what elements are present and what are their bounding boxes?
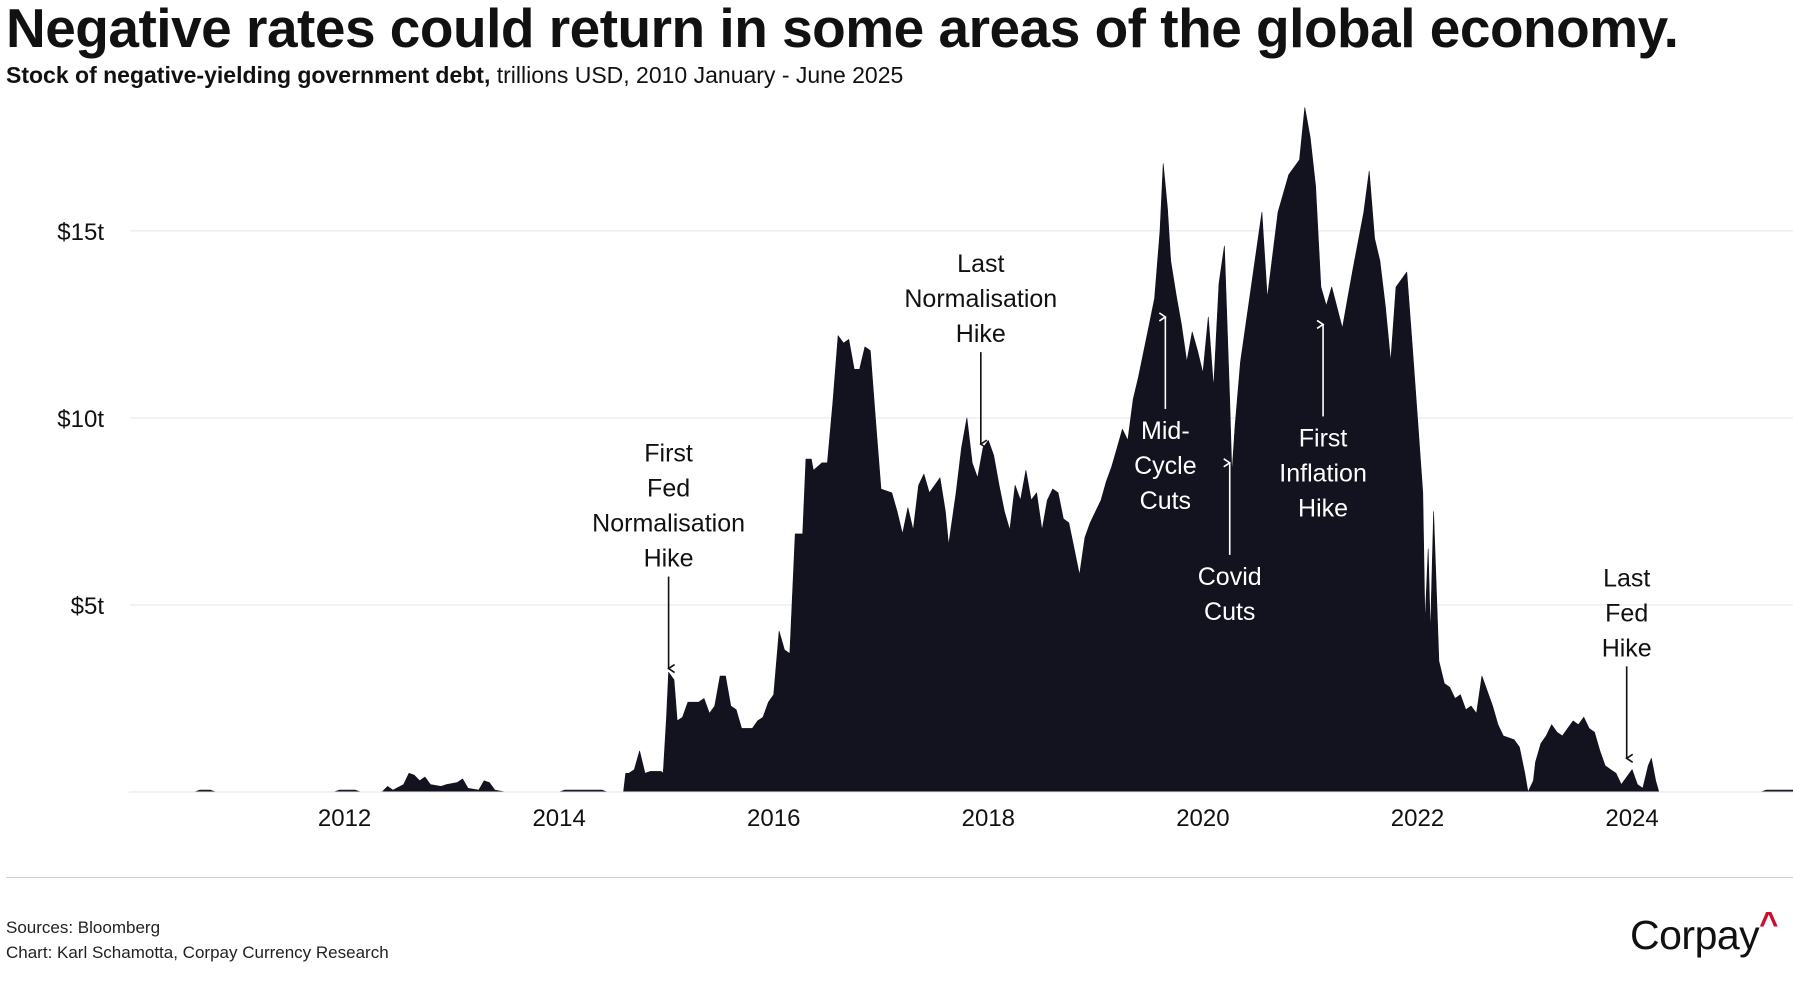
annotation-label-line: Hike [1602,634,1652,662]
annotation-label-line: Last [957,250,1004,278]
annotation-label-line: Fed [1605,599,1648,627]
annotation-label-line: Hike [956,320,1006,348]
x-tick-label: 2022 [1391,805,1444,832]
x-tick-label: 2018 [962,805,1015,832]
annotation-label-line: First [1299,424,1348,452]
annotation-last-fed-hike: Last Fed Hike [1602,564,1652,764]
subtitle-rest: trillions USD, 2010 January - June 2025 [490,62,904,88]
annotation-first-fed-normalisation-hike: First Fed Normalisation Hike [592,440,745,674]
annotation-label-line: Hike [1298,494,1348,522]
x-tick-label: 2020 [1176,805,1229,832]
series-area-negative-debt [129,107,1793,793]
annotation-label-line: Mid- [1141,417,1190,445]
annotation-covid-cuts: Covid Cuts [1198,458,1262,626]
corpay-logo: Corpay^ [1630,905,1778,959]
x-tick-label: 2012 [318,805,371,832]
sources-line: Sources: Bloomberg [6,918,161,937]
axis-layer: $5t $10t $15t 2012 2014 2016 2018 2020 2022 2024 [57,219,1793,832]
y-tick-label: $10t [57,406,104,433]
credit-line: Chart: Karl Schamotta, Corpay Currency R… [6,943,389,962]
annotation-label-line: Cuts [1204,598,1255,626]
sources-block: Sources: Bloomberg Chart: Karl Schamotta… [6,915,389,965]
annotation-label-line: First [644,440,693,468]
x-tick-label: 2014 [532,805,585,832]
annotation-label-line: Cuts [1140,487,1191,515]
annotation-label-line: Cycle [1134,452,1197,480]
annotation-label-line: Fed [647,475,690,503]
annotation-mid-cycle-cuts: Mid- Cycle Cuts [1134,312,1197,515]
annotation-layer: First Fed Normalisation Hike Last Normalisati… [592,250,1652,764]
x-tick-label: 2024 [1605,805,1658,832]
x-tick-label: 2016 [747,805,800,832]
y-tick-label: $15t [57,219,104,246]
logo-caret-mark: ^ [1759,905,1778,942]
annotation-label-line: Last [1603,564,1650,592]
annotation-first-inflation-hike: First Inflation Hike [1279,319,1367,522]
subtitle-lead: Stock of negative-yielding government de… [6,62,491,88]
area-layer [129,107,1793,793]
y-tick-label: $5t [71,593,105,620]
annotation-label-line: Covid [1198,563,1262,591]
chart-subtitle: Stock of negative-yielding government de… [6,62,903,89]
footer-divider [6,877,1793,878]
logo-wordmark: Corpay [1630,912,1760,958]
chart-title: Negative rates could return in some area… [6,0,1679,59]
annotation-last-normalisation-hike: Last Normalisation Hike [904,250,1057,449]
annotation-label-line: Normalisation [592,510,745,538]
annotation-label-line: Hike [644,545,694,573]
annotation-label-line: Normalisation [904,285,1057,313]
annotation-label-line: Inflation [1279,459,1367,487]
